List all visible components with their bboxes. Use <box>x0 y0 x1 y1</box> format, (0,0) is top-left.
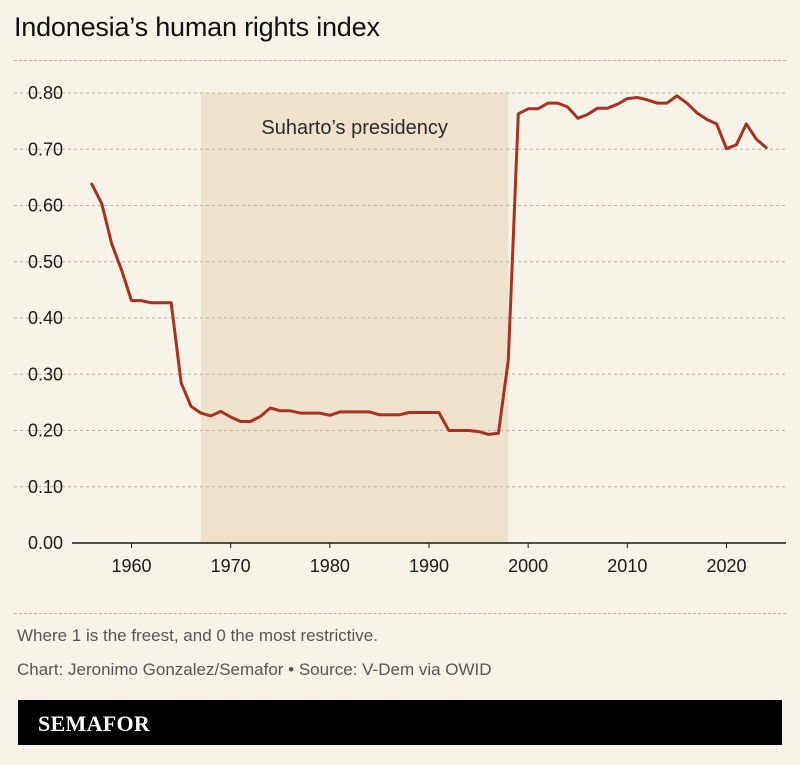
y-tick-label: 0.50 <box>28 252 63 272</box>
x-tick-label: 2010 <box>607 556 647 576</box>
suharto-presidency-band <box>200 93 509 543</box>
chart-source: Chart: Jeronimo Gonzalez/Semafor • Sourc… <box>17 660 492 679</box>
human-rights-index-line <box>90 94 768 436</box>
x-tick-label: 1970 <box>211 556 251 576</box>
x-tick-label: 2000 <box>508 556 548 576</box>
y-tick-label: 0.80 <box>28 83 63 103</box>
chart-note: Where 1 is the freest, and 0 the most re… <box>17 626 378 645</box>
footer-bar: SEMAFOR <box>18 700 782 745</box>
chart-title: Indonesia’s human rights index <box>14 12 380 42</box>
y-tick-label: 0.10 <box>28 477 63 497</box>
x-axis: 1960 1970 1980 1990 2000 2010 2020 <box>111 543 747 576</box>
y-tick-label: 0.00 <box>28 533 63 553</box>
x-tick-label: 1960 <box>111 556 151 576</box>
y-tick-label: 0.70 <box>28 139 63 159</box>
y-tick-label: 0.40 <box>28 308 63 328</box>
y-tick-label: 0.20 <box>28 421 63 441</box>
y-tick-label: 0.30 <box>28 364 63 384</box>
y-tick-label: 0.60 <box>28 196 63 216</box>
x-tick-label: 2020 <box>706 556 746 576</box>
x-tick-label: 1980 <box>310 556 350 576</box>
line-chart: Suharto’s presidency 0.00 0.10 0.20 0.30 0.4… <box>14 83 786 576</box>
suharto-presidency-label: Suharto’s presidency <box>261 117 447 139</box>
bottom-divider <box>14 613 786 614</box>
y-axis: 0.00 0.10 0.20 0.30 0.40 0.50 0.60 0.70 0.80 <box>28 83 63 553</box>
semafor-logo: SEMAFOR <box>38 711 151 736</box>
x-tick-label: 1990 <box>409 556 449 576</box>
top-divider <box>14 60 786 61</box>
